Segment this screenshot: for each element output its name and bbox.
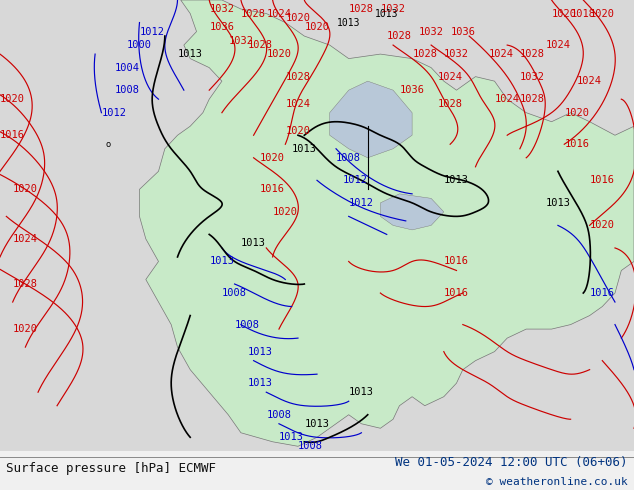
Text: 1016: 1016 [590,175,615,185]
Text: 1036: 1036 [450,26,476,37]
Text: 1016: 1016 [260,184,285,195]
Text: 1028: 1028 [520,49,545,59]
Text: 1012: 1012 [342,175,368,185]
Text: 1013: 1013 [279,432,304,442]
Text: 1013: 1013 [375,8,399,19]
Text: 1016: 1016 [444,288,469,298]
Text: 1013: 1013 [247,378,273,388]
Text: 1032: 1032 [418,26,444,37]
Text: 1028: 1028 [387,31,412,41]
Text: 1012: 1012 [139,26,165,37]
Text: 1036: 1036 [399,85,425,95]
Text: 1008: 1008 [235,319,260,330]
Text: 1028: 1028 [241,8,266,19]
Polygon shape [139,0,634,446]
Text: 1028: 1028 [520,94,545,104]
Text: © weatheronline.co.uk: © weatheronline.co.uk [486,477,628,487]
Text: 1012: 1012 [101,108,127,118]
Text: 1024: 1024 [266,8,292,19]
Text: 1000: 1000 [127,40,152,50]
Text: 1013: 1013 [247,346,273,357]
Text: 1020: 1020 [13,184,38,195]
Text: 1016: 1016 [564,139,590,149]
Text: 1032: 1032 [209,4,235,14]
Polygon shape [330,81,412,158]
Text: 1028: 1028 [13,279,38,289]
Text: 1013: 1013 [209,256,235,267]
Text: 1020: 1020 [266,49,292,59]
Text: o: o [105,140,110,149]
Text: 1028: 1028 [412,49,437,59]
Text: 1004: 1004 [114,63,139,73]
Text: 1028: 1028 [437,98,463,109]
Text: 1020: 1020 [552,8,577,19]
Text: 1008: 1008 [266,410,292,420]
Text: 1013: 1013 [241,239,266,248]
Text: 1020: 1020 [273,207,298,217]
Text: 1008: 1008 [336,153,361,163]
Text: 1020: 1020 [564,108,590,118]
Text: 1016: 1016 [444,256,469,267]
Text: 1013: 1013 [292,144,317,154]
Text: 1016: 1016 [590,288,615,298]
Text: 1013: 1013 [545,198,571,208]
Text: 1032: 1032 [380,4,406,14]
Text: 1020: 1020 [304,22,330,32]
Text: 1012: 1012 [349,198,374,208]
Text: 1013: 1013 [337,18,361,27]
Text: Surface pressure [hPa] ECMWF: Surface pressure [hPa] ECMWF [6,462,216,475]
Text: 1024: 1024 [285,98,311,109]
Text: 1020: 1020 [590,8,615,19]
Text: 1013: 1013 [444,175,469,185]
Text: 1036: 1036 [209,22,235,32]
Text: 1024: 1024 [545,40,571,50]
Text: 1028: 1028 [247,40,273,50]
Text: 1008: 1008 [222,288,247,298]
Text: 1013: 1013 [349,387,374,397]
Text: 1032: 1032 [444,49,469,59]
Text: 1008: 1008 [114,85,139,95]
Text: 1020: 1020 [590,220,615,230]
Text: 1020: 1020 [285,13,311,23]
Text: 1013: 1013 [304,419,330,429]
Text: 1024: 1024 [488,49,514,59]
Text: 1024: 1024 [13,234,38,244]
Text: 1028: 1028 [285,72,311,82]
Text: 1032: 1032 [228,36,254,46]
Text: 1028: 1028 [349,4,374,14]
Text: 1024: 1024 [437,72,463,82]
Polygon shape [380,194,444,230]
Text: 1020: 1020 [260,153,285,163]
Text: 1020: 1020 [13,324,38,334]
Text: 1032: 1032 [520,72,545,82]
Text: 1020: 1020 [285,126,311,136]
Text: 1016: 1016 [0,130,25,140]
Text: 1024: 1024 [577,76,602,86]
Text: 1008: 1008 [298,441,323,451]
Text: 1020: 1020 [0,94,25,104]
Text: 1018: 1018 [571,8,596,19]
Text: 1024: 1024 [495,94,520,104]
Text: We 01-05-2024 12:00 UTC (06+06): We 01-05-2024 12:00 UTC (06+06) [395,456,628,469]
Text: 1013: 1013 [178,49,203,59]
